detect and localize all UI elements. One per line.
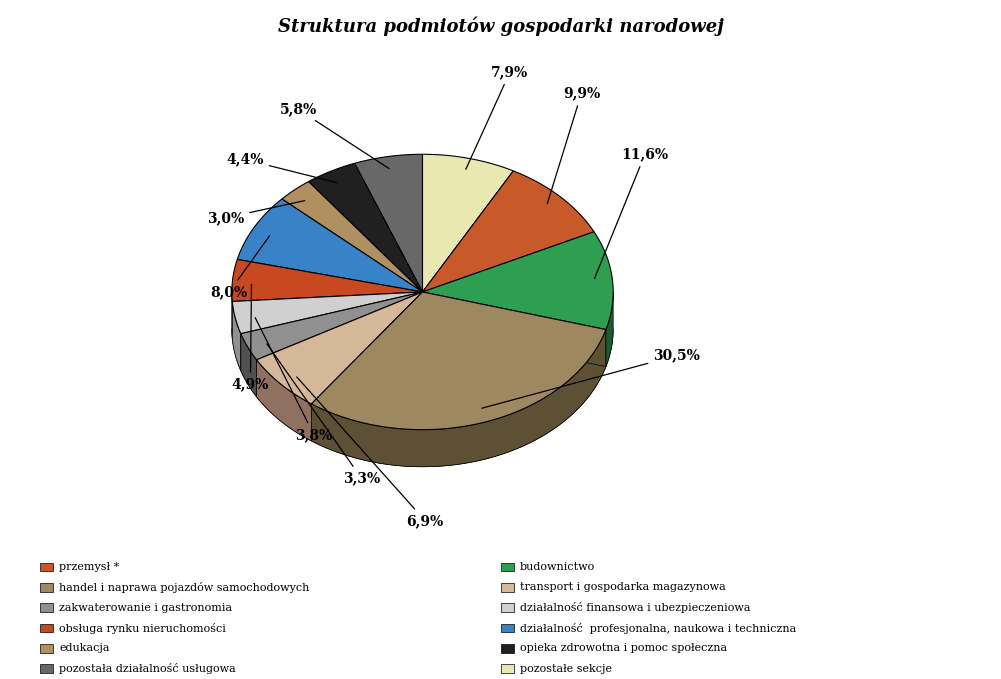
Text: 3,3%: 3,3% <box>267 344 380 485</box>
Polygon shape <box>282 181 422 292</box>
Text: edukacja: edukacja <box>59 644 109 653</box>
Polygon shape <box>311 292 422 441</box>
Text: 3,0%: 3,0% <box>207 200 304 225</box>
Polygon shape <box>422 154 514 292</box>
Polygon shape <box>241 292 422 371</box>
Polygon shape <box>241 292 422 371</box>
Text: 7,9%: 7,9% <box>465 65 529 169</box>
Text: opieka zdrowotna i pomoc społeczna: opieka zdrowotna i pomoc społeczna <box>520 644 727 653</box>
Text: pozostała działalność usługowa: pozostała działalność usługowa <box>59 663 236 674</box>
Polygon shape <box>256 292 422 404</box>
Text: budownictwo: budownictwo <box>520 562 595 572</box>
Polygon shape <box>232 259 422 301</box>
Polygon shape <box>422 232 614 329</box>
Text: 4,4%: 4,4% <box>226 153 337 183</box>
Polygon shape <box>311 292 606 430</box>
Text: 30,5%: 30,5% <box>481 348 700 408</box>
Polygon shape <box>241 292 422 360</box>
Polygon shape <box>237 199 422 292</box>
Text: działalność  profesjonalna, naukowa i techniczna: działalność profesjonalna, naukowa i tec… <box>520 623 796 634</box>
Text: 9,9%: 9,9% <box>548 86 600 204</box>
Polygon shape <box>606 292 614 367</box>
Polygon shape <box>422 171 594 292</box>
Polygon shape <box>311 329 606 466</box>
Polygon shape <box>256 292 422 397</box>
Text: zakwaterowanie i gastronomia: zakwaterowanie i gastronomia <box>59 603 232 612</box>
Text: przemysł *: przemysł * <box>59 562 119 572</box>
Text: handel i naprawa pojazdów samochodowych: handel i naprawa pojazdów samochodowych <box>59 582 309 593</box>
Polygon shape <box>311 292 422 441</box>
Polygon shape <box>422 292 606 367</box>
Polygon shape <box>256 292 422 397</box>
Polygon shape <box>422 292 606 367</box>
Polygon shape <box>256 360 311 441</box>
Text: działalność finansowa i ubezpieczeniowa: działalność finansowa i ubezpieczeniowa <box>520 602 750 613</box>
Text: 6,9%: 6,9% <box>296 377 443 528</box>
Polygon shape <box>232 301 241 371</box>
Text: pozostałe sekcje: pozostałe sekcje <box>520 664 612 674</box>
Polygon shape <box>308 164 422 292</box>
Polygon shape <box>354 154 422 292</box>
Text: obsługa rynku nieruchomości: obsługa rynku nieruchomości <box>59 623 226 634</box>
Polygon shape <box>232 292 422 333</box>
Text: 8,0%: 8,0% <box>210 236 269 299</box>
Polygon shape <box>232 329 614 466</box>
Text: 11,6%: 11,6% <box>595 147 669 278</box>
Text: Struktura podmiotów gospodarki narodowej: Struktura podmiotów gospodarki narodowej <box>277 17 724 37</box>
Text: 4,9%: 4,9% <box>231 285 269 392</box>
Text: transport i gospodarka magazynowa: transport i gospodarka magazynowa <box>520 583 726 592</box>
Polygon shape <box>232 292 422 339</box>
Text: 3,8%: 3,8% <box>255 318 332 442</box>
Text: 5,8%: 5,8% <box>279 103 389 168</box>
Polygon shape <box>241 333 256 397</box>
Polygon shape <box>232 292 422 339</box>
